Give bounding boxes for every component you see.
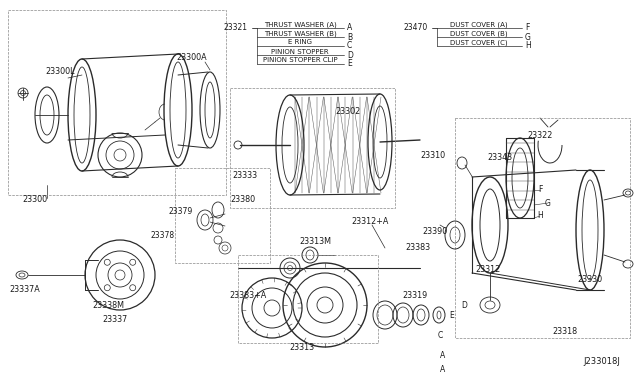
Text: H: H [525, 42, 531, 51]
Text: G: G [525, 32, 531, 42]
Text: 23300L: 23300L [45, 67, 75, 77]
Text: 23300A: 23300A [177, 54, 207, 62]
Text: C: C [347, 42, 352, 51]
Text: 23330: 23330 [577, 276, 603, 285]
Text: 23302: 23302 [335, 108, 360, 116]
Text: 23379: 23379 [169, 208, 193, 217]
Text: E RING: E RING [288, 39, 312, 45]
Text: H: H [537, 212, 543, 221]
Text: 23300: 23300 [22, 196, 47, 205]
Bar [455, 118, 630, 338]
Text: 23333: 23333 [232, 170, 257, 180]
Bar [230, 88, 395, 208]
Text: F: F [525, 23, 529, 32]
Text: 23313M: 23313M [299, 237, 331, 247]
Text: DUST COVER (C): DUST COVER (C) [450, 39, 508, 46]
Text: 23312: 23312 [476, 266, 500, 275]
Bar [8, 10, 226, 195]
Text: 23338M: 23338M [92, 301, 124, 310]
Text: 23321: 23321 [224, 23, 248, 32]
Text: 23319: 23319 [403, 291, 428, 299]
Text: D: D [461, 301, 467, 310]
Text: DUST COVER (A): DUST COVER (A) [450, 21, 508, 28]
Bar [175, 168, 270, 263]
Text: THRUST WASHER (A): THRUST WASHER (A) [264, 21, 337, 28]
Text: PINION STOPPER: PINION STOPPER [271, 48, 329, 55]
Text: E: E [347, 60, 352, 68]
Text: F: F [538, 186, 542, 195]
Text: A: A [440, 350, 445, 359]
Text: C: C [437, 330, 443, 340]
Text: PINION STOPPER CLIP: PINION STOPPER CLIP [262, 58, 337, 64]
Text: D: D [347, 51, 353, 60]
Text: 23322: 23322 [527, 131, 553, 141]
Text: 23318: 23318 [552, 327, 577, 337]
Text: E: E [450, 311, 454, 320]
Text: 23383+A: 23383+A [229, 292, 267, 301]
Text: 23470: 23470 [404, 23, 428, 32]
Text: 23312+A: 23312+A [351, 218, 388, 227]
Text: 23383: 23383 [405, 244, 431, 253]
Text: 23390: 23390 [423, 228, 448, 237]
Text: A: A [440, 366, 445, 372]
Text: 23337A: 23337A [10, 285, 40, 295]
Text: THRUST WASHER (B): THRUST WASHER (B) [264, 30, 337, 37]
Bar [238, 255, 378, 343]
Text: A: A [347, 23, 352, 32]
Text: 23378: 23378 [151, 231, 175, 240]
Text: 23380: 23380 [230, 196, 255, 205]
Text: DUST COVER (B): DUST COVER (B) [450, 30, 508, 37]
Text: 23313: 23313 [289, 343, 315, 353]
Text: G: G [545, 199, 551, 208]
Text: 23343: 23343 [488, 154, 513, 163]
Text: 23337: 23337 [102, 315, 127, 324]
Text: B: B [347, 32, 352, 42]
Text: 23310: 23310 [420, 151, 445, 160]
Text: J233018J: J233018J [583, 357, 620, 366]
